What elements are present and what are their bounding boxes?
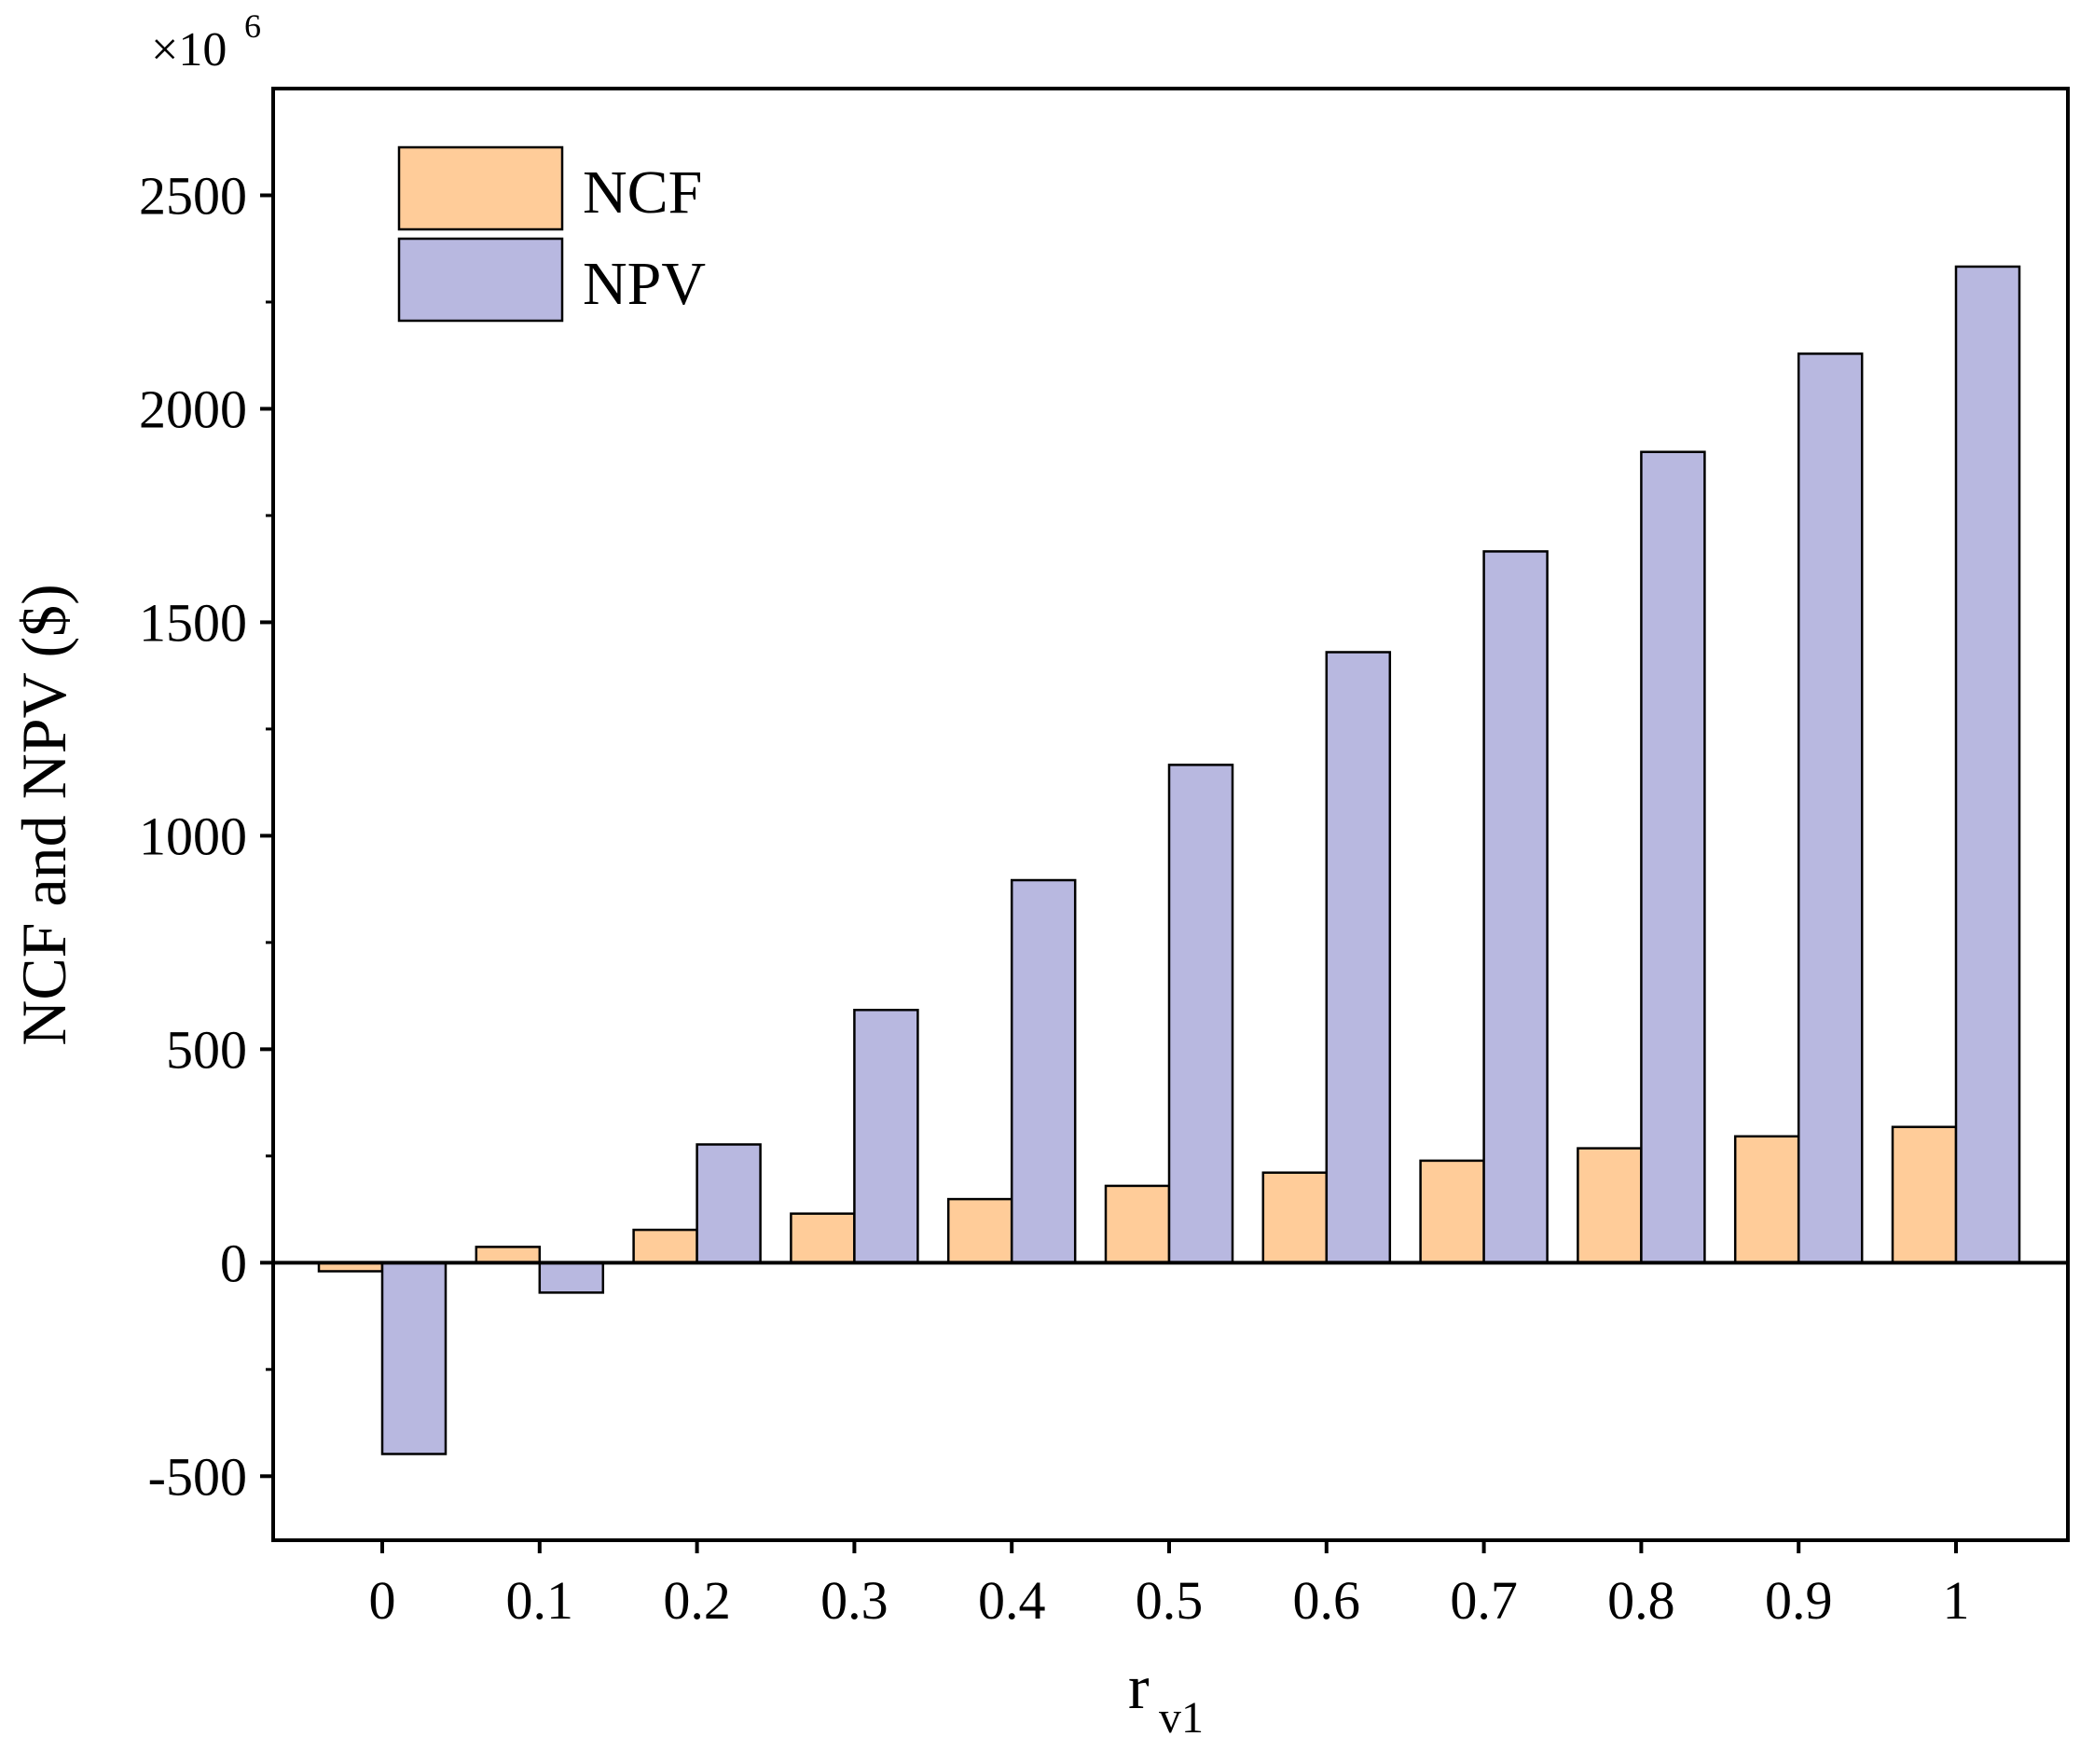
x-tick-label: 0.4 <box>978 1570 1046 1631</box>
legend-swatch-npv <box>397 237 564 323</box>
x-tick-label: 0.7 <box>1450 1570 1518 1631</box>
bar-npv-0.4 <box>1010 878 1077 1264</box>
bar-ncf-0.2 <box>632 1228 698 1264</box>
bar-npv-0.7 <box>1482 550 1549 1264</box>
bar-npv-0.9 <box>1797 352 1864 1264</box>
x-tick-label: 0 <box>369 1570 396 1631</box>
y-tick-label: 2000 <box>139 379 247 439</box>
y-tick-label: 500 <box>166 1019 247 1080</box>
x-tick-label: 0.8 <box>1607 1570 1675 1631</box>
bar-ncf-0.9 <box>1733 1135 1800 1264</box>
x-tick-label: 0.2 <box>663 1570 731 1631</box>
y-tick-label: 1000 <box>139 806 247 866</box>
bar-ncf-0.7 <box>1419 1159 1485 1264</box>
y-multiplier-exponent: 6 <box>244 7 261 45</box>
bar-npv-0.1 <box>538 1261 605 1294</box>
x-tick-label: 0.6 <box>1293 1570 1361 1631</box>
bar-ncf-0.3 <box>790 1212 856 1264</box>
bar-npv-0.6 <box>1325 651 1392 1264</box>
bar-ncf-1 <box>1891 1125 1958 1264</box>
bar-npv-0.8 <box>1640 450 1706 1264</box>
bar-ncf-0.1 <box>475 1246 542 1264</box>
legend-swatch-ncf <box>397 145 564 231</box>
y-tick-label: 1500 <box>139 592 247 653</box>
x-tick-label: 0.1 <box>506 1570 574 1631</box>
y-tick-label: 2500 <box>139 165 247 226</box>
bar-npv-0 <box>380 1261 448 1455</box>
y-tick-label: -500 <box>148 1446 247 1507</box>
legend-label-npv: NPV <box>583 250 706 318</box>
bar-npv-1 <box>1954 265 2021 1264</box>
bar-ncf-0.8 <box>1577 1147 1643 1264</box>
y-multiplier-label: ×10 <box>151 23 227 76</box>
x-tick-label: 0.3 <box>820 1570 888 1631</box>
legend-label-ncf: NCF <box>583 158 702 227</box>
x-axis-label-subscript: v1 <box>1159 1693 1204 1743</box>
legend: NCF NPV <box>397 145 706 323</box>
x-tick-label: 0.5 <box>1136 1570 1204 1631</box>
bar-ncf-0.6 <box>1261 1171 1329 1264</box>
axis-ticks: -500 0 500 1000 1500 2000 2500 0 0.1 0.2 0.3 0.4 0.5… <box>139 165 1970 1631</box>
bar-npv-0.5 <box>1167 764 1234 1264</box>
x-tick-label: 1 <box>1943 1570 1970 1631</box>
y-axis-label: NCF and NPV ($) <box>8 584 79 1046</box>
bar-ncf-0.4 <box>946 1197 1013 1264</box>
bar-ncf-0.5 <box>1104 1184 1171 1264</box>
bar-npv-0.2 <box>696 1143 762 1264</box>
y-tick-label: 0 <box>220 1233 247 1293</box>
x-tick-label: 0.9 <box>1765 1570 1833 1631</box>
bar-npv-0.3 <box>853 1008 919 1264</box>
bars-layer <box>317 265 2021 1455</box>
x-axis-label: r <box>1128 1651 1150 1722</box>
